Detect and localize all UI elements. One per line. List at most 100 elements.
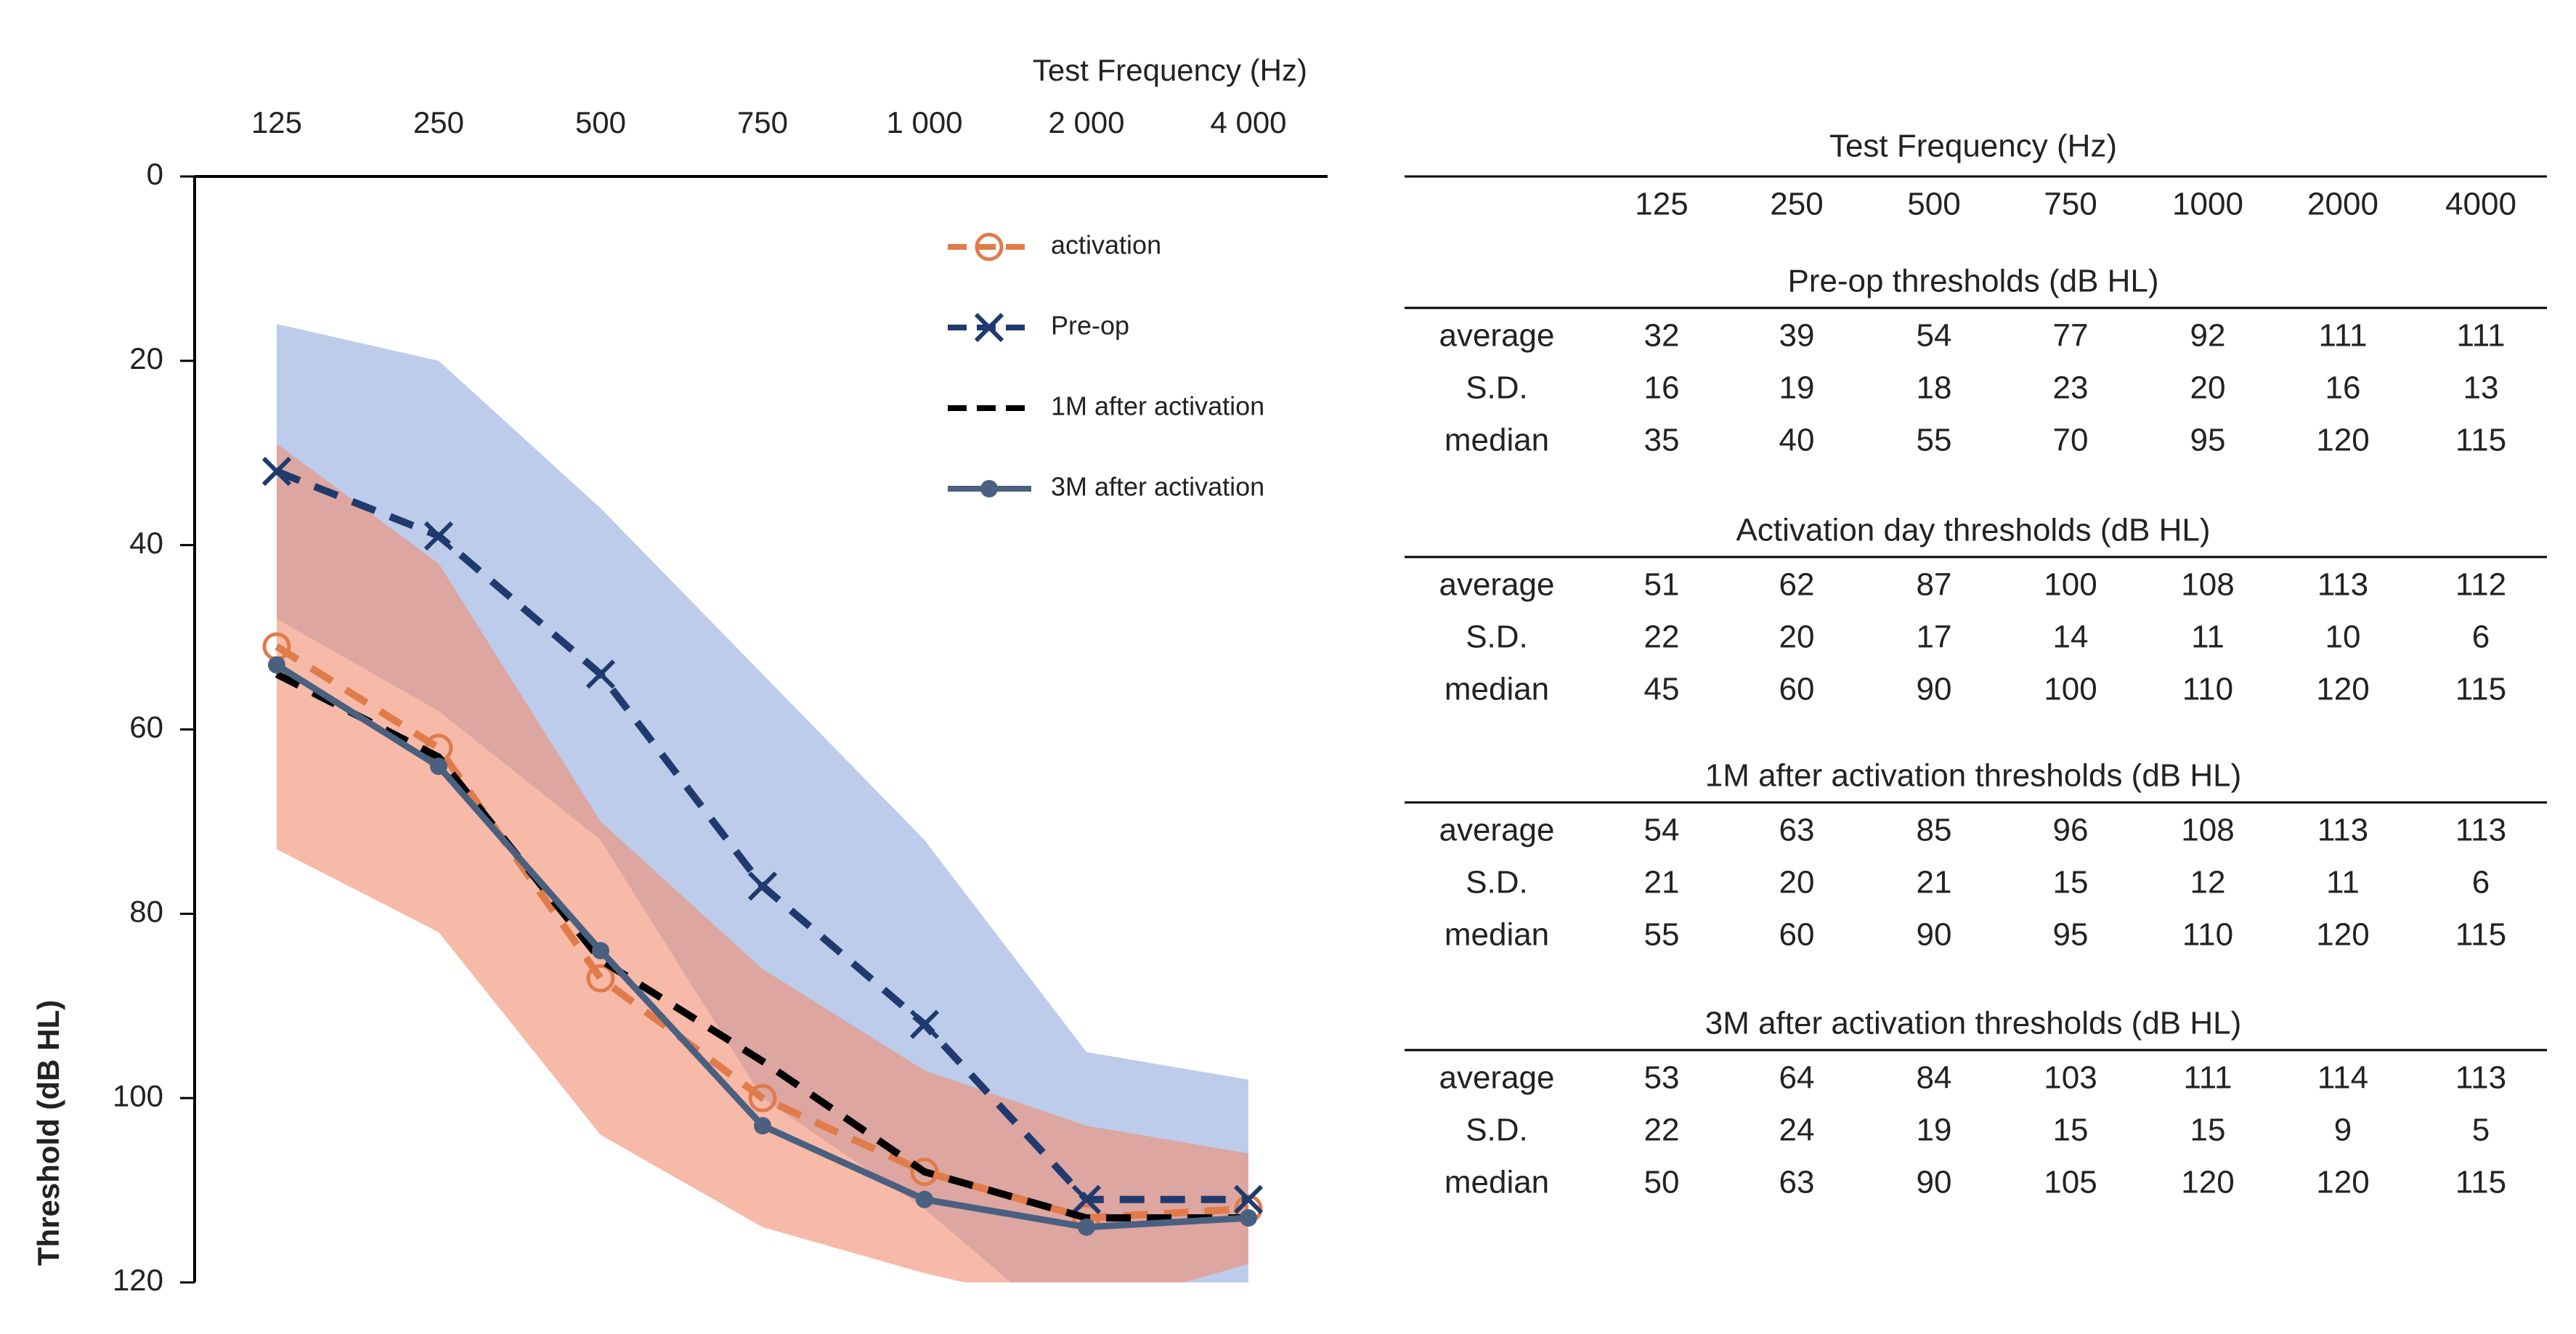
marker bbox=[430, 757, 447, 776]
cell: 64 bbox=[1779, 1060, 1815, 1096]
x-axis-title: Test Frequency (Hz) bbox=[1033, 53, 1307, 87]
cell: 32 bbox=[1644, 318, 1680, 354]
column-header: 2000 bbox=[2307, 187, 2378, 222]
cell: 112 bbox=[2455, 567, 2506, 603]
series-line bbox=[275, 670, 1248, 1222]
marker bbox=[909, 1009, 940, 1039]
sd-band bbox=[277, 444, 1248, 1282]
cell: 85 bbox=[1917, 813, 1952, 848]
cell: 111 bbox=[2457, 318, 2506, 354]
x-tick-label: 750 bbox=[737, 105, 788, 139]
cell: 20 bbox=[2190, 370, 2226, 406]
column-header: 500 bbox=[1907, 187, 1960, 222]
row-label: median bbox=[1445, 672, 1549, 707]
marker bbox=[1078, 1218, 1095, 1236]
cell: 19 bbox=[1779, 370, 1815, 406]
cell: 21 bbox=[1917, 865, 1952, 900]
row-label: S.D. bbox=[1466, 865, 1528, 900]
cell: 45 bbox=[1644, 672, 1680, 707]
marker bbox=[585, 659, 616, 689]
cell: 120 bbox=[2316, 672, 2369, 707]
marker bbox=[974, 312, 1004, 343]
labels: 0 20 40 60 80 100 120 125 250 500 750 1 000 2 000 4 0… bbox=[113, 105, 1287, 1297]
cell: 115 bbox=[2455, 1165, 2506, 1200]
cell: 111 bbox=[2319, 318, 2368, 354]
y-tick-label: 40 bbox=[129, 526, 163, 560]
y-tick-label: 20 bbox=[129, 341, 163, 375]
cell: 54 bbox=[1644, 813, 1680, 848]
y-tick-label: 60 bbox=[129, 710, 163, 744]
row-label: S.D. bbox=[1466, 619, 1528, 655]
cell: 113 bbox=[2317, 813, 2368, 848]
cell: 60 bbox=[1779, 672, 1815, 707]
row-label: average bbox=[1439, 1060, 1554, 1096]
cell: 120 bbox=[2181, 1165, 2234, 1200]
cell: 108 bbox=[2181, 567, 2234, 603]
cell: 96 bbox=[2053, 813, 2089, 848]
marker bbox=[423, 521, 454, 551]
marker bbox=[747, 871, 778, 901]
y-tick-label: 120 bbox=[113, 1263, 163, 1297]
cell: 10 bbox=[2325, 619, 2361, 655]
cell: 21 bbox=[1644, 865, 1680, 900]
marker bbox=[975, 232, 1004, 261]
marker bbox=[1071, 1184, 1102, 1214]
row-label: median bbox=[1445, 917, 1549, 953]
cell: 17 bbox=[1917, 619, 1952, 655]
legend-label: Pre-op bbox=[1051, 311, 1129, 341]
x-tick-label: 4 000 bbox=[1210, 105, 1286, 139]
marker bbox=[1233, 1184, 1264, 1214]
section-title: 1M after activation thresholds (dB HL) bbox=[1705, 758, 2242, 794]
cell: 18 bbox=[1917, 370, 1952, 406]
y-tick-label: 80 bbox=[129, 894, 163, 928]
marker bbox=[261, 457, 292, 487]
cell: 63 bbox=[1779, 813, 1815, 848]
cell: 55 bbox=[1644, 917, 1680, 953]
cell: 63 bbox=[1779, 1165, 1815, 1200]
column-header: 4000 bbox=[2445, 187, 2516, 222]
column-header: 125 bbox=[1635, 187, 1688, 222]
cell: 6 bbox=[2472, 619, 2490, 655]
cell: 16 bbox=[1644, 370, 1680, 406]
marker bbox=[916, 1190, 933, 1208]
cell: 100 bbox=[2044, 672, 2097, 707]
legend-label: 3M after activation bbox=[1051, 472, 1264, 502]
cell: 50 bbox=[1644, 1165, 1680, 1200]
cell: 39 bbox=[1779, 318, 1815, 354]
marker bbox=[754, 1117, 771, 1135]
cell: 24 bbox=[1779, 1113, 1815, 1148]
table-title: Test Frequency (Hz) bbox=[1829, 129, 2117, 164]
cell: 53 bbox=[1644, 1060, 1680, 1096]
cell: 108 bbox=[2181, 813, 2234, 848]
cell: 115 bbox=[2455, 672, 2506, 707]
cell: 110 bbox=[2182, 917, 2233, 953]
column-header: 1000 bbox=[2172, 187, 2243, 222]
y-tick-label: 0 bbox=[147, 157, 163, 191]
cell: 84 bbox=[1917, 1060, 1952, 1096]
cell: 111 bbox=[2184, 1060, 2232, 1096]
marker bbox=[910, 1158, 939, 1187]
cell: 120 bbox=[2316, 917, 2369, 953]
row-label: average bbox=[1439, 813, 1554, 848]
cell: 113 bbox=[2455, 813, 2506, 848]
cell: 114 bbox=[2317, 1060, 2368, 1096]
section-title: Activation day thresholds (dB HL) bbox=[1736, 513, 2211, 548]
marker bbox=[268, 656, 285, 674]
cell: 15 bbox=[2190, 1113, 2226, 1148]
legend-label: 1M after activation bbox=[1051, 391, 1264, 421]
x-tick-label: 250 bbox=[413, 105, 464, 139]
marker bbox=[592, 942, 609, 960]
marker bbox=[1240, 1209, 1257, 1227]
y-tick-label: 100 bbox=[113, 1078, 163, 1113]
cell: 90 bbox=[1917, 917, 1952, 953]
cell: 19 bbox=[1917, 1113, 1952, 1148]
marker bbox=[748, 1083, 777, 1113]
x-tick-label: 1 000 bbox=[886, 105, 962, 139]
sd-band bbox=[277, 324, 1248, 1282]
cell: 120 bbox=[2316, 423, 2369, 458]
cell: 11 bbox=[2191, 619, 2224, 655]
cell: 95 bbox=[2190, 423, 2226, 458]
cell: 23 bbox=[2053, 370, 2089, 406]
cell: 22 bbox=[1644, 1113, 1680, 1148]
row-label: median bbox=[1445, 1165, 1549, 1200]
